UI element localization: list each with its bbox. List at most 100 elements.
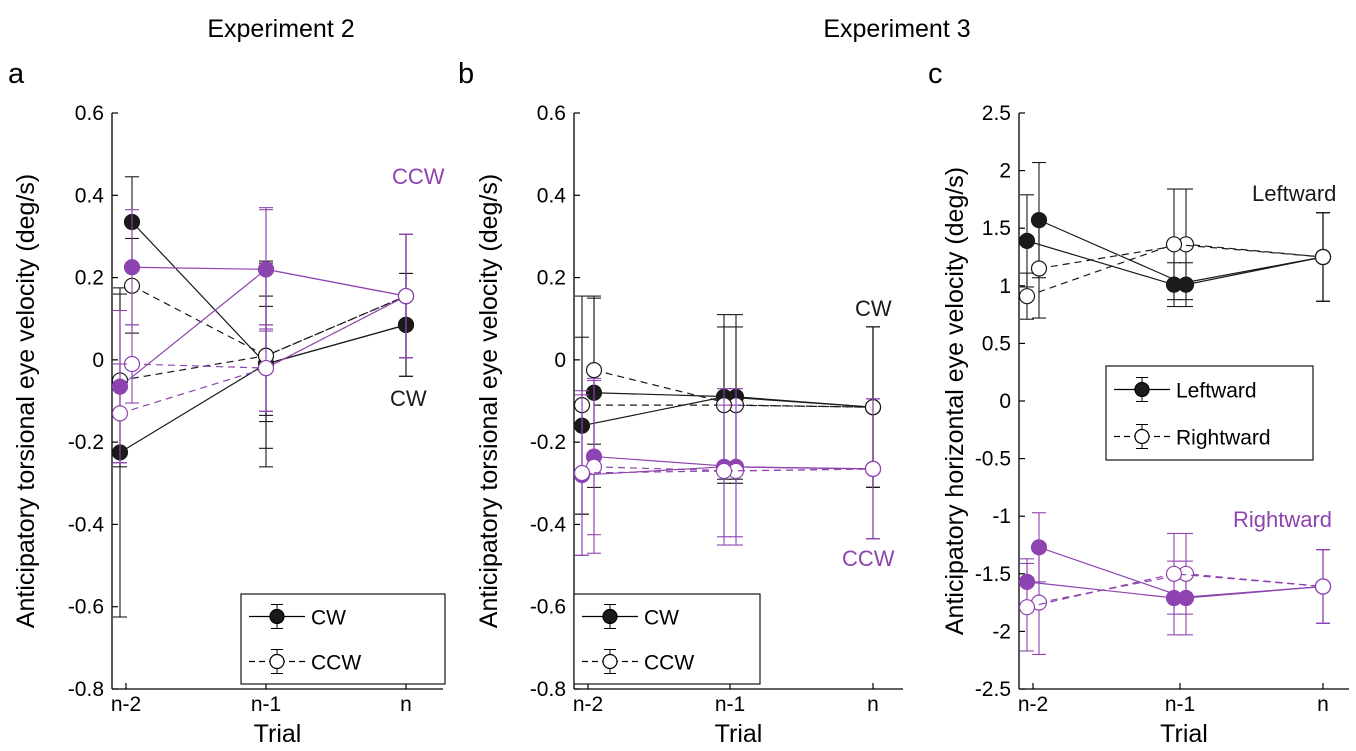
y-tick-label: -0.4 <box>530 513 567 536</box>
data-point <box>573 464 591 482</box>
data-point <box>397 287 415 305</box>
legend-marker <box>269 653 285 670</box>
series-cw-solid-1 <box>573 314 882 515</box>
y-tick-label: -1 <box>992 505 1011 528</box>
data-point <box>1165 565 1183 582</box>
series-line <box>1026 243 1324 297</box>
x-tick-label: n <box>400 693 412 716</box>
legend-label: Rightward <box>1176 427 1271 450</box>
title-experiment-2: Experiment 2 <box>207 15 354 43</box>
series-line <box>582 404 874 408</box>
y-tick-label: 0 <box>92 349 104 372</box>
series-line <box>1038 219 1324 286</box>
data-point <box>585 362 603 379</box>
y-axis-label: Anticipatory torsional eye velocity (deg… <box>12 174 40 628</box>
annotation-leftward: Leftward <box>1252 181 1336 206</box>
y-tick-label: 0.2 <box>537 267 566 290</box>
legend-marker <box>269 608 285 625</box>
legend-entry-cw: CW <box>582 604 679 630</box>
panel-letter-a: a <box>8 58 25 90</box>
series-ccw-solid-5 <box>1018 549 1332 636</box>
x-tick-label: n-2 <box>111 693 141 716</box>
y-tick-label: 2 <box>999 160 1011 183</box>
y-tick-label: -0.8 <box>68 678 104 701</box>
data-point <box>1314 248 1332 266</box>
title-experiment-3: Experiment 3 <box>823 15 970 43</box>
series-ccw-dashed-7 <box>573 390 882 556</box>
legend-entry-ccw: CCW <box>249 649 361 675</box>
y-tick-label: 0.6 <box>537 102 566 125</box>
series-line <box>581 468 874 474</box>
legend-box <box>1105 365 1314 461</box>
y-tick-label: -2 <box>992 620 1011 643</box>
panel-b: -0.8 -0.6 -0.4 -0.2 0 0.2 0.4 0.6 n-2 n-1 n Trial An… <box>475 102 903 748</box>
legend: CW CCW <box>573 593 761 685</box>
y-tick-label: -1.5 <box>975 563 1011 586</box>
data-point <box>1165 236 1183 253</box>
legend-label: Leftward <box>1176 380 1257 403</box>
legend-marker <box>1134 381 1150 398</box>
x-tick-label: n-2 <box>573 693 603 716</box>
panel-a: -0.8 -0.6 -0.4 -0.2 0 0.2 0.4 0.6 n-2 n-1 n Trial An… <box>12 102 446 748</box>
y-tick-label: 0.6 <box>75 102 104 125</box>
legend-entry-cw: CW <box>249 604 346 630</box>
annotation-cw: CW <box>390 386 427 411</box>
data-point <box>123 259 141 276</box>
legend-label: CW <box>311 607 346 630</box>
series-cw-dashed-3 <box>573 295 882 515</box>
series-line <box>119 324 407 453</box>
data-point <box>1018 288 1036 305</box>
y-axis-label: Anticipatory horizontal eye velocity (de… <box>941 167 969 635</box>
x-tick-label: n-1 <box>1165 693 1195 716</box>
annotation-cw: CW <box>855 296 892 321</box>
series-ccw-dashed-7 <box>1018 532 1332 652</box>
data-point <box>111 405 129 422</box>
y-tick-label: 2.5 <box>982 102 1011 125</box>
y-tick-label: -0.8 <box>530 678 566 701</box>
y-tick-label: -2.5 <box>975 678 1011 701</box>
legend-entry-leftward: Leftward <box>1114 377 1257 403</box>
y-tick-label: 0 <box>999 390 1011 413</box>
legend-marker <box>602 653 618 670</box>
x-tick-label: n-1 <box>251 693 281 716</box>
x-axis-label: Trial <box>254 720 302 748</box>
data-point <box>1030 260 1048 277</box>
y-tick-label: -0.5 <box>975 448 1011 471</box>
legend-label: CCW <box>644 652 694 675</box>
legend-box <box>573 593 761 685</box>
legend-entry-rightward: Rightward <box>1114 424 1271 450</box>
y-tick-label: 0 <box>554 349 566 372</box>
data-point <box>1018 599 1036 616</box>
annotation-ccw: CCW <box>842 546 895 571</box>
panel-letter-c: c <box>928 58 943 90</box>
x-tick-label: n <box>867 693 879 716</box>
x-axis-label: Trial <box>715 720 763 748</box>
y-tick-label: -0.4 <box>68 513 105 536</box>
x-tick-label: n-1 <box>715 693 745 716</box>
y-tick-label: -0.2 <box>530 431 566 454</box>
data-point <box>1314 578 1332 595</box>
legend-entry-ccw: CCW <box>582 649 694 675</box>
data-point <box>257 359 275 377</box>
data-point <box>864 460 882 477</box>
data-point <box>715 462 733 480</box>
x-axis-label: Trial <box>1160 720 1208 748</box>
y-tick-label: -0.2 <box>68 431 104 454</box>
data-point <box>257 261 275 278</box>
series-cw-dashed-3 <box>1018 188 1332 320</box>
y-tick-label: 0.2 <box>75 267 104 290</box>
legend: Leftward Rightward <box>1105 365 1314 461</box>
legend-label: CCW <box>311 652 361 675</box>
legend-label: CW <box>644 607 679 630</box>
x-tick-label: n-2 <box>1018 693 1048 716</box>
y-tick-label: -0.6 <box>530 596 566 619</box>
annotation-rightward: Rightward <box>1233 507 1332 532</box>
legend-marker <box>1134 428 1150 445</box>
y-tick-label: 0.4 <box>75 184 105 207</box>
y-tick-label: -0.6 <box>68 596 104 619</box>
series-line <box>131 285 407 357</box>
data-point <box>1018 232 1036 249</box>
y-tick-label: 0.4 <box>537 184 567 207</box>
series-ccw-solid-5 <box>111 209 415 464</box>
x-tick-label: n <box>1317 693 1329 716</box>
